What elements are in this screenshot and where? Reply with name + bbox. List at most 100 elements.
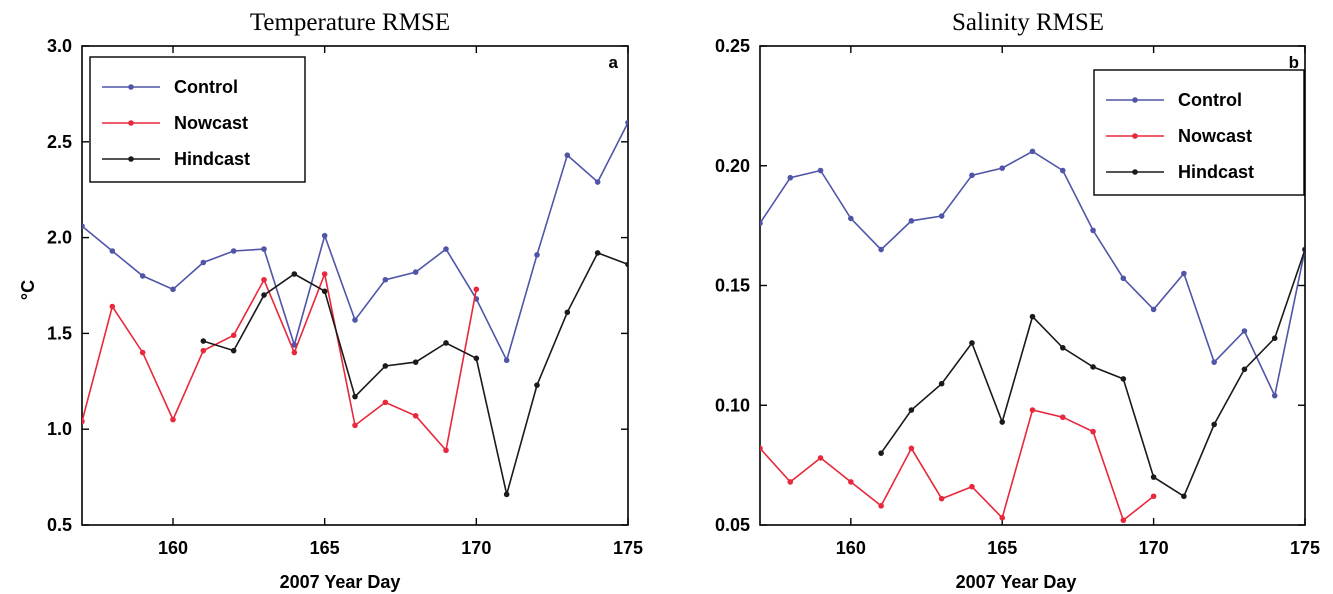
data-point-nowcast [969,483,975,490]
data-point-nowcast [473,286,480,293]
axes-frame [81,45,629,526]
x-tick-label: 165 [310,538,340,558]
y-tick-label: 1.5 [47,323,72,343]
temperature-legend: Control Nowcast Hindcast [89,56,306,183]
data-point-hindcast [1241,366,1248,373]
x-tick-label: 160 [836,538,866,558]
data-point-hindcast [1302,246,1305,253]
data-point-nowcast [1029,407,1036,413]
y-tick-label: 3.0 [47,36,72,56]
x-tick-label: 165 [987,538,1017,558]
x-tick-label: 175 [613,538,643,558]
legend-box [89,56,306,183]
data-point-control [1181,270,1187,277]
legend-marker-hindcast [1132,169,1138,175]
data-point-hindcast [503,491,510,498]
data-point-nowcast [230,332,237,339]
x-tick-label: 175 [1290,538,1320,558]
data-point-control [352,317,358,323]
data-point-nowcast [787,479,794,485]
data-point-hindcast [352,393,358,400]
data-point-nowcast [352,422,358,429]
data-point-control [170,286,176,293]
data-point-control [261,246,267,252]
data-point-nowcast [82,418,85,425]
data-point-hindcast [200,338,207,344]
data-point-hindcast [1059,344,1066,351]
data-point-control [625,119,628,126]
data-point-hindcast [443,340,449,346]
data-point-hindcast [1211,421,1217,428]
data-point-hindcast [1029,313,1036,320]
series-hindcast [878,246,1305,500]
data-point-hindcast [1090,364,1096,370]
data-point-control [382,276,389,283]
data-point-control [291,342,298,348]
data-point-control [848,215,854,222]
salinity-rmse-panel: Salinity RMSE b 2007 Year Day 160 165 170 1… [715,9,1320,592]
data-point-hindcast [382,363,389,369]
data-point-nowcast [878,503,884,509]
y-tick-label: 0.5 [47,515,72,535]
series-line-nowcast [82,271,478,453]
data-point-hindcast [291,271,298,277]
data-point-nowcast [817,455,824,461]
data-point-hindcast [938,380,945,387]
y-tick-label: 0.05 [715,515,750,535]
data-point-control [534,252,540,258]
legend-marker-control [128,84,134,90]
data-point-nowcast [938,495,945,502]
data-point-nowcast [1090,428,1096,435]
x-tick-label: 160 [158,538,188,558]
data-point-hindcast [412,359,419,365]
y-tick-label: 2.5 [47,132,72,152]
data-point-nowcast [139,349,146,356]
y-axis-label-temperature: °C [18,280,38,300]
data-point-control [1241,328,1248,334]
x-tick-label: 170 [1139,538,1169,558]
data-point-control [817,167,824,174]
data-point-hindcast [594,250,601,256]
legend-marker-hindcast [128,156,134,162]
data-point-hindcast [908,407,915,413]
data-point-control [1150,306,1157,313]
data-point-hindcast [1120,376,1127,382]
temperature-rmse-panel: Temperature RMSE a 2007 Year Day °C 160 1… [18,9,643,592]
series-line-hindcast [880,249,1305,498]
x-axis-label-temperature: 2007 Year Day [280,572,401,592]
data-point-control [1059,167,1066,174]
data-point-nowcast [999,515,1006,521]
data-point-hindcast [1181,493,1187,500]
data-point-control [908,218,915,224]
data-point-control [938,213,945,219]
salinity-plot-area: 160 165 170 175 0.05 0.10 0.15 0.20 0.25 [715,36,1320,558]
data-point-nowcast [321,271,328,277]
data-point-control [564,152,571,159]
series-line-hindcast [203,251,628,495]
chart-title-salinity: Salinity RMSE [952,9,1104,36]
x-axis-label-salinity: 2007 Year Day [956,572,1077,592]
legend-marker-nowcast [128,120,134,126]
data-point-control [321,232,328,239]
series-nowcast [760,407,1157,524]
series-line-nowcast [760,409,1155,522]
data-point-control [443,246,449,252]
legend-label-hindcast: Hindcast [174,149,250,169]
series-nowcast [82,271,480,454]
data-point-nowcast [170,416,176,423]
series-control [82,119,628,364]
legend-label-nowcast: Nowcast [174,113,248,133]
data-point-control [503,357,510,364]
data-point-nowcast [1150,493,1157,500]
data-point-control [1029,148,1036,155]
y-tick-label: 0.20 [715,156,750,176]
data-point-control [787,174,794,181]
temperature-plot-area: 160 165 170 175 0.5 1.0 1.5 2.0 2.5 3.0 [47,36,643,558]
legend-marker-control [1132,97,1138,103]
chart-title-temperature: Temperature RMSE [250,9,450,36]
data-point-hindcast [534,382,540,388]
data-point-hindcast [625,261,628,268]
data-point-control [878,246,884,253]
data-point-nowcast [200,347,207,354]
data-point-control [1211,359,1217,365]
